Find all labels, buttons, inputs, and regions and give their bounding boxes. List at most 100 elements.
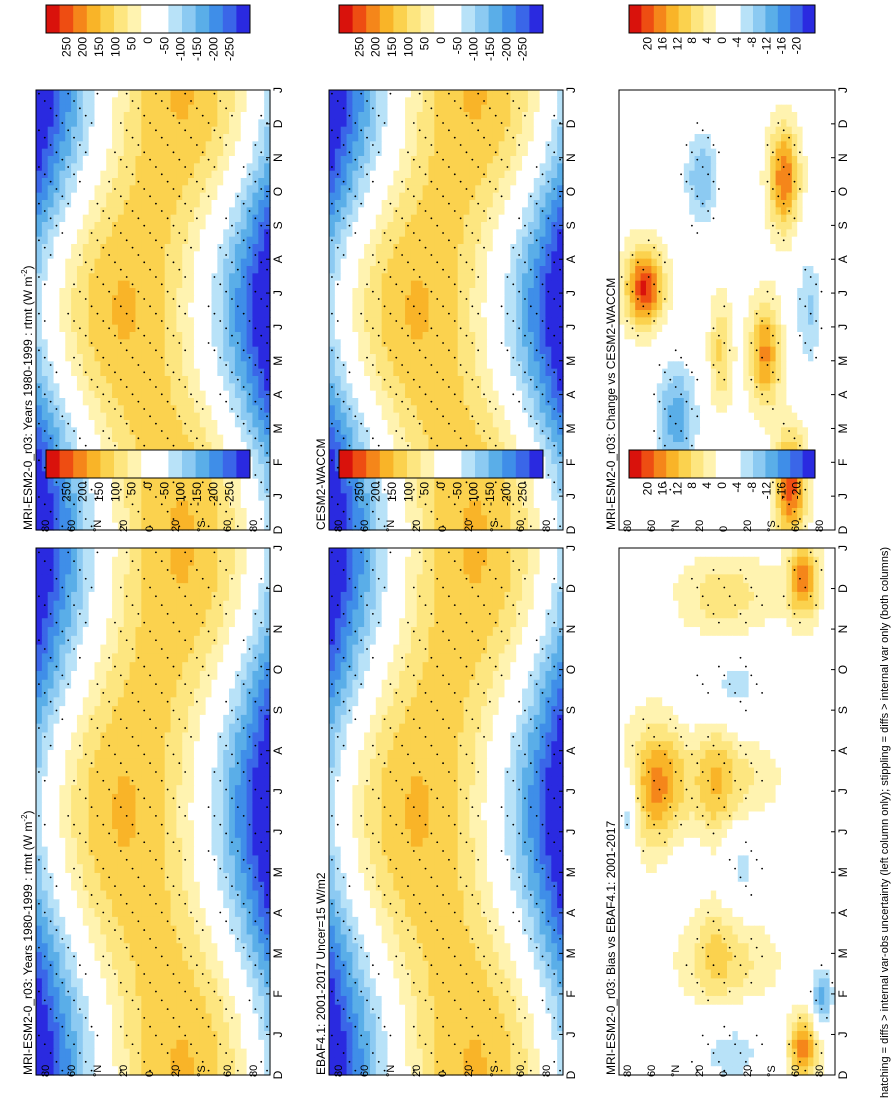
heatmap-cell [141, 873, 147, 882]
heatmap-cell [376, 715, 382, 724]
heatmap-cell [42, 671, 48, 680]
heatmap-cell [48, 855, 54, 864]
heatmap-cell [528, 689, 534, 698]
heatmap-cell [411, 908, 417, 917]
heatmap-cell [48, 574, 54, 583]
heatmap-cell [153, 820, 159, 829]
heatmap-cell [458, 899, 464, 908]
heatmap-cell [112, 548, 118, 557]
heatmap-cell [188, 662, 194, 671]
heatmap-cell [65, 855, 71, 864]
heatmap-cell [545, 671, 551, 680]
heatmap-cell [393, 592, 399, 601]
heatmap-cell [118, 750, 124, 759]
heatmap-cell [48, 926, 54, 935]
heatmap-cell [118, 697, 124, 706]
stipple-dot [50, 1008, 52, 1010]
heatmap-cell [252, 970, 258, 979]
heatmap-cell [352, 803, 358, 812]
heatmap-cell [141, 943, 147, 952]
heatmap-cell [65, 557, 71, 566]
stipple-dot [225, 701, 227, 703]
heatmap-cell [247, 706, 253, 715]
stipple-dot [120, 1026, 122, 1028]
heatmap-cell [252, 794, 258, 803]
stipple-dot [114, 929, 116, 931]
heatmap-cell [510, 689, 516, 698]
heatmap-cell [393, 636, 399, 645]
heatmap-cell [42, 636, 48, 645]
heatmap-cell [165, 1040, 171, 1049]
heatmap-cell [229, 566, 235, 575]
heatmap-cell [153, 838, 159, 847]
heatmap-cell [135, 662, 141, 671]
heatmap-cell [95, 592, 101, 601]
stipple-dot [254, 701, 256, 703]
heatmap-cell [165, 671, 171, 680]
heatmap-cell [405, 592, 411, 601]
heatmap-cell [188, 847, 194, 856]
heatmap-cell [411, 697, 417, 706]
heatmap-cell [130, 829, 136, 838]
heatmap-cell [65, 724, 71, 733]
heatmap-cell [358, 873, 364, 882]
heatmap-cell [399, 926, 405, 935]
heatmap-cell [100, 724, 106, 733]
heatmap-cell [499, 601, 505, 610]
heatmap-cell [493, 689, 499, 698]
heatmap-cell [258, 803, 264, 812]
heatmap-cell [95, 1040, 101, 1049]
heatmap-cell [36, 645, 42, 654]
heatmap-cell [83, 917, 89, 926]
heatmap-cell [464, 855, 470, 864]
heatmap-cell [347, 776, 353, 785]
heatmap-cell [329, 917, 335, 926]
heatmap-cell [159, 803, 165, 812]
heatmap-cell [499, 689, 505, 698]
heatmap-cell [493, 609, 499, 618]
heatmap-cell [247, 574, 253, 583]
heatmap-cell [112, 715, 118, 724]
heatmap-cell [159, 934, 165, 943]
heatmap-cell [194, 671, 200, 680]
heatmap-cell [229, 627, 235, 636]
heatmap-cell [182, 1005, 188, 1014]
heatmap-cell [124, 961, 130, 970]
heatmap-cell [545, 794, 551, 803]
heatmap-cell [464, 873, 470, 882]
heatmap-cell [141, 627, 147, 636]
heatmap-cell [147, 574, 153, 583]
heatmap-cell [235, 1005, 241, 1014]
heatmap-cell [188, 803, 194, 812]
heatmap-cell [393, 724, 399, 733]
heatmap-cell [241, 653, 247, 662]
heatmap-cell [258, 1022, 264, 1031]
heatmap-cell [77, 838, 83, 847]
stipple-dot [85, 841, 87, 843]
heatmap-cell [534, 759, 540, 768]
heatmap-cell [452, 715, 458, 724]
heatmap-cell [341, 618, 347, 627]
heatmap-cell [83, 715, 89, 724]
heatmap-cell [469, 882, 475, 891]
heatmap-cell [335, 759, 341, 768]
heatmap-cell [182, 926, 188, 935]
heatmap-cell [352, 908, 358, 917]
heatmap-cell [393, 645, 399, 654]
heatmap-cell [212, 566, 218, 575]
heatmap-cell [499, 873, 505, 882]
heatmap-cell [188, 724, 194, 733]
heatmap-cell [545, 820, 551, 829]
stipple-dot [413, 631, 415, 633]
heatmap-cell [83, 864, 89, 873]
heatmap-cell [118, 1005, 124, 1014]
stipple-dot [249, 648, 251, 650]
heatmap-cell [528, 680, 534, 689]
heatmap-cell [212, 1066, 218, 1075]
heatmap-cell [252, 882, 258, 891]
heatmap-cell [399, 899, 405, 908]
heatmap-cell [153, 926, 159, 935]
heatmap-cell [352, 592, 358, 601]
stipple-dot [231, 1017, 233, 1019]
heatmap-cell [212, 934, 218, 943]
